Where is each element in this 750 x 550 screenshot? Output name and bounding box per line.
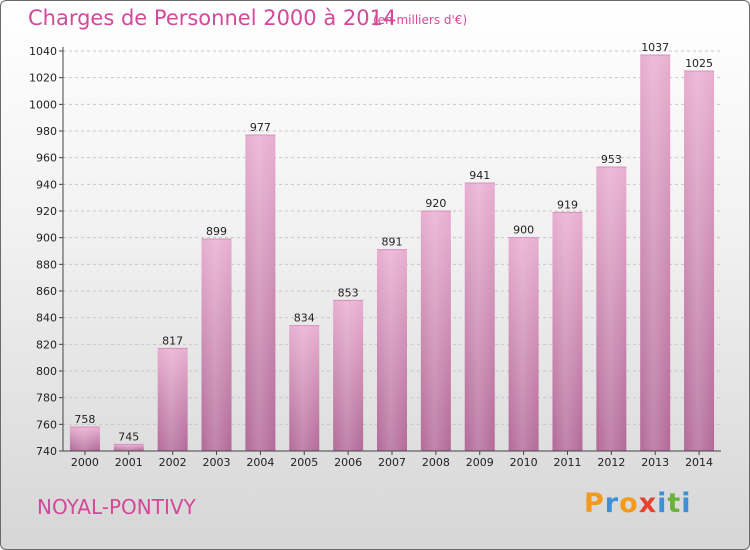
logo-letter: r [604,488,620,519]
data-label: 834 [294,312,315,325]
proxiti-logo: Proxiti [584,488,692,519]
bar-shine [333,300,364,451]
data-label: 853 [338,286,359,299]
data-label: 977 [250,121,271,134]
y-tick-label: 940 [36,178,57,191]
logo-letter: i [681,488,692,519]
x-tick-label: 2009 [466,456,494,469]
data-label: 1025 [685,57,713,70]
data-label: 758 [74,413,95,426]
data-label: 953 [601,153,622,166]
x-tick-label: 2012 [597,456,625,469]
y-tick-label: 780 [36,392,57,405]
data-label: 745 [118,430,139,443]
logo-letter: i [657,488,668,519]
x-tick-label: 2000 [71,456,99,469]
y-tick-label: 800 [36,365,57,378]
bar-shine [464,183,495,451]
bar-shine [508,237,539,451]
x-tick-label: 2011 [553,456,581,469]
x-tick-label: 2007 [378,456,406,469]
logo-letter: t [667,488,682,519]
x-tick-label: 2010 [510,456,538,469]
y-tick-label: 760 [36,418,57,431]
logo-letter: x [638,488,658,519]
bar-shine [377,249,407,451]
bar-shine [69,427,100,451]
data-label: 900 [513,224,534,237]
city-name: NOYAL-PONTIVY [37,495,196,519]
axes: 740 760 780 800 820 840 860 880 900 920 940 960 980 1… [29,45,721,469]
y-tick-label: 860 [36,285,57,298]
data-label: 817 [162,334,183,347]
logo-letter: P [584,488,605,519]
y-tick-label: 900 [36,232,57,245]
y-tick-label: 920 [36,205,57,218]
bar-shine [113,444,144,451]
bar-shine [684,71,715,451]
x-tick-label: 2003 [203,456,231,469]
data-label: 941 [469,169,490,182]
y-tick-label: 1000 [29,98,57,111]
chart-subtitle: (en milliers d'€) [373,13,468,27]
y-tick-label: 1040 [29,45,57,58]
x-tick-label: 2008 [422,456,450,469]
x-tick-label: 2006 [334,456,362,469]
y-tick-label: 880 [36,258,57,271]
y-tick-label: 740 [36,445,57,458]
x-tick-label: 2013 [641,456,669,469]
x-tick-label: 2002 [159,456,187,469]
x-tick-label: 2014 [685,456,713,469]
x-tick-label: 2004 [246,456,274,469]
y-tick-label: 960 [36,152,57,165]
bar-shine [552,212,583,451]
logo-letter: o [619,488,639,519]
chart-title: Charges de Personnel 2000 à 2014 [28,6,397,30]
data-label: 1037 [641,41,669,54]
x-tick-label: 2005 [290,456,318,469]
data-label: 891 [382,236,403,249]
bar-shine [596,167,627,451]
y-tick-label: 1020 [29,72,57,85]
data-label: 899 [206,225,227,238]
y-tick-label: 980 [36,125,57,138]
bar-shine [201,239,232,451]
data-label: 920 [425,197,446,210]
x-tick-label: 2001 [115,456,143,469]
data-label: 919 [557,198,578,211]
bar-shine [420,211,451,451]
bar-shine [245,135,276,451]
bar-shine [289,325,320,451]
bar-shine [640,55,671,451]
bar-shine [157,348,188,451]
data-labels: 758 745 817 899 977 834 853 891 920 941 900 919 953 1… [74,41,713,443]
y-tick-label: 820 [36,338,57,351]
bars [69,54,715,451]
y-tick-label: 840 [36,312,57,325]
